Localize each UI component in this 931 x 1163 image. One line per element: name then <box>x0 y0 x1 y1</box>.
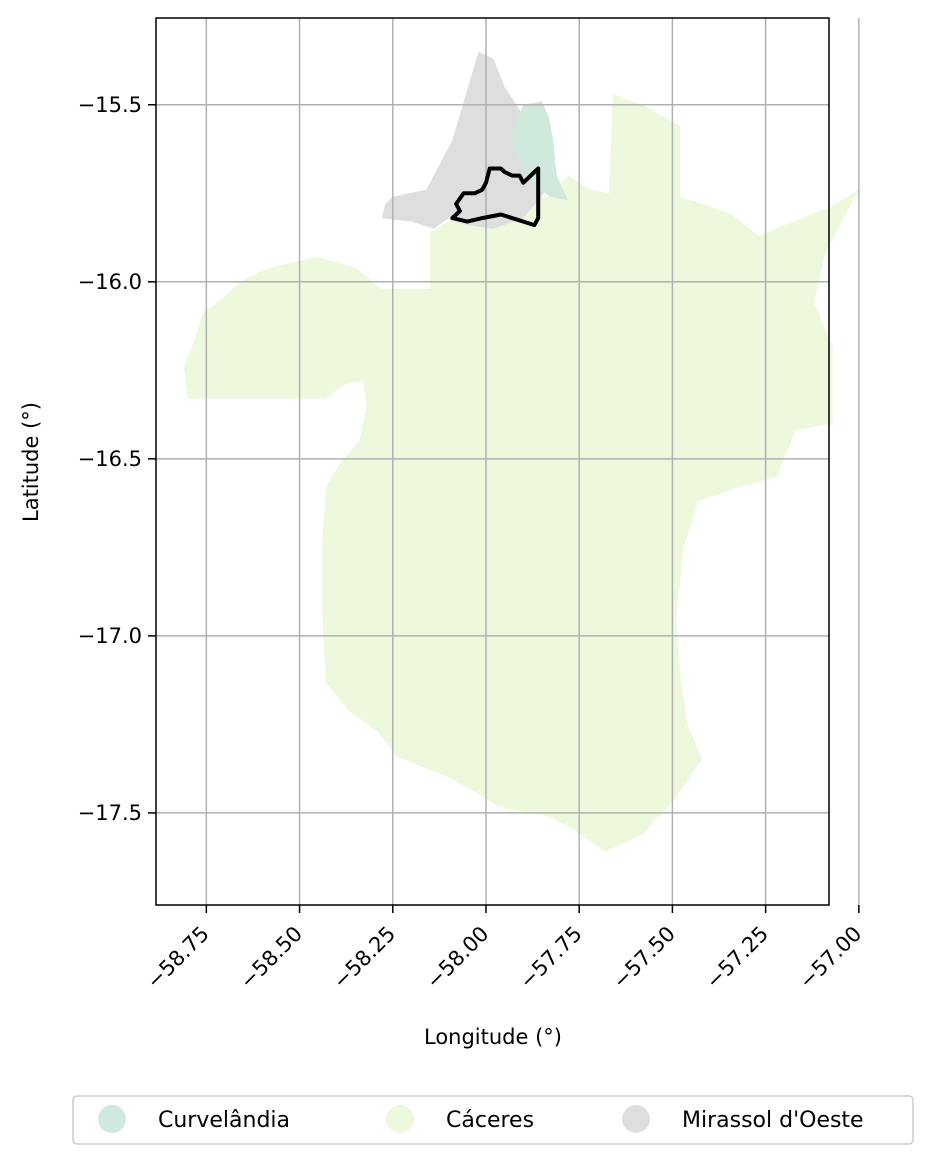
y-axis-label: Latitude (°) <box>19 402 43 522</box>
y-tick-label: −15.5 <box>78 93 142 117</box>
regions-layer <box>184 51 859 852</box>
legend-label: Mirassol d'Oeste <box>682 1108 864 1133</box>
highlight-outline-layer <box>450 166 541 228</box>
x-tick-label: −58.50 <box>235 922 307 994</box>
legend-swatch <box>622 1105 650 1133</box>
legend-item-mirassol-d-oeste: Mirassol d'Oeste <box>622 1105 864 1133</box>
x-tick-label: −57.25 <box>701 922 773 994</box>
region-caceres <box>184 94 859 852</box>
region-curvelandia <box>512 101 568 201</box>
region-mirassol-d-oeste <box>381 51 554 229</box>
y-tick-label: −17.5 <box>78 801 142 825</box>
highlighted-area-outline <box>450 166 541 228</box>
x-tick-label: −57.75 <box>515 922 587 994</box>
x-axis-label: Longitude (°) <box>424 1025 562 1049</box>
legend-label: Curvelândia <box>158 1108 290 1133</box>
legend-item-curvelandia: Curvelândia <box>98 1105 290 1133</box>
legend-label: Cáceres <box>446 1108 534 1133</box>
y-tick-label: −16.5 <box>78 447 142 471</box>
legend: Curvelândia Cáceres Mirassol d'Oeste <box>72 1095 914 1145</box>
y-tick-label: −17.0 <box>78 624 142 648</box>
legend-box <box>72 1095 914 1145</box>
y-tick-label: −16.0 <box>78 270 142 294</box>
x-tick-label: −58.25 <box>328 922 400 994</box>
legend-item-caceres: Cáceres <box>386 1105 534 1133</box>
legend-swatch <box>98 1105 126 1133</box>
x-tick-label: −58.00 <box>422 922 494 994</box>
x-tick-label: −57.50 <box>608 922 680 994</box>
x-tick-label: −58.75 <box>142 922 214 994</box>
grid-lines <box>156 18 860 905</box>
plot-frame <box>155 17 830 906</box>
legend-swatch <box>386 1105 414 1133</box>
x-tick-label: −57.00 <box>794 922 866 994</box>
